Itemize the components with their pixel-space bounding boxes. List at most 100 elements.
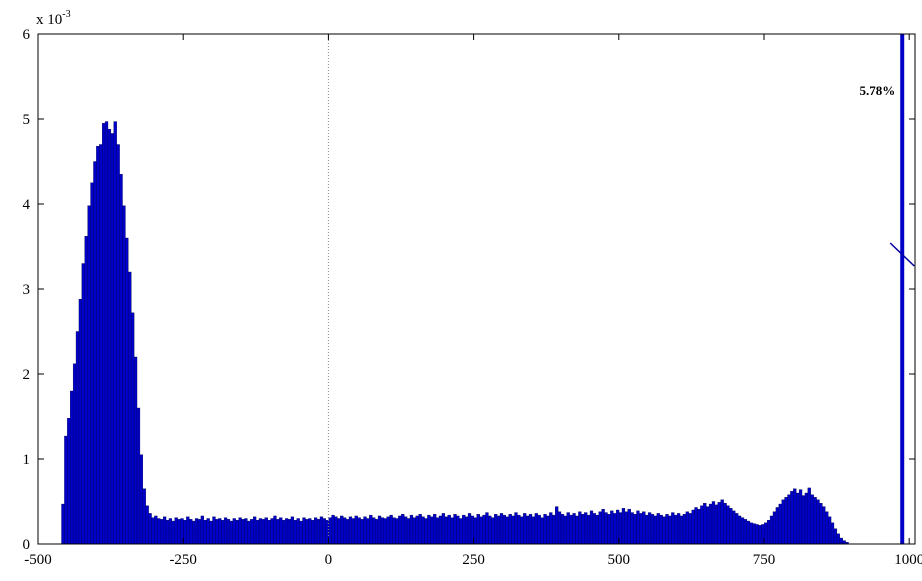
histogram-bar bbox=[464, 516, 469, 545]
histogram-bar bbox=[110, 133, 114, 545]
histogram-bar bbox=[96, 146, 100, 545]
histogram-bar bbox=[816, 499, 820, 545]
histogram-bar bbox=[264, 517, 268, 545]
histogram-bar bbox=[517, 514, 521, 545]
histogram-bar bbox=[653, 515, 658, 545]
histogram-bar bbox=[366, 518, 370, 545]
histogram-bar bbox=[244, 518, 248, 545]
histogram-bar bbox=[839, 537, 843, 545]
histogram-bar bbox=[508, 514, 512, 545]
histogram-bar bbox=[435, 517, 440, 545]
histogram-bar bbox=[784, 497, 788, 545]
histogram-bar bbox=[87, 205, 91, 545]
histogram-bar bbox=[708, 503, 713, 545]
histogram-bar bbox=[566, 512, 570, 545]
histogram-bar bbox=[354, 515, 358, 545]
histogram-bar bbox=[572, 513, 576, 545]
y-tick-label: 4 bbox=[23, 197, 31, 213]
histogram-bar bbox=[223, 517, 228, 545]
histogram-bar bbox=[392, 517, 396, 545]
histogram-bar bbox=[61, 503, 65, 545]
histogram-bar bbox=[93, 161, 97, 545]
histogram-bar bbox=[807, 487, 811, 545]
histogram-bar bbox=[282, 520, 286, 545]
histogram-bar bbox=[499, 513, 504, 545]
histogram-bar bbox=[769, 515, 774, 545]
histogram-bar bbox=[212, 516, 216, 545]
histogram-bar bbox=[494, 514, 498, 545]
histogram-bar bbox=[279, 517, 283, 545]
y-tick-label: 1 bbox=[23, 452, 31, 468]
x-tick-label: 750 bbox=[753, 552, 776, 568]
histogram-bar bbox=[787, 494, 791, 545]
histogram-bar bbox=[729, 508, 733, 545]
y-tick-label: 5 bbox=[23, 112, 31, 128]
histogram-bar bbox=[479, 516, 483, 545]
y-tick-label: 6 bbox=[23, 27, 31, 43]
histogram-bar bbox=[546, 515, 550, 545]
histogram-bar bbox=[714, 504, 718, 545]
histogram-bar bbox=[767, 520, 771, 545]
histogram-bar bbox=[726, 505, 730, 545]
histogram-bar bbox=[253, 516, 257, 545]
histogram-bar bbox=[255, 520, 260, 545]
histogram-bar bbox=[836, 533, 840, 545]
histogram-bar bbox=[447, 514, 451, 545]
y-tick-label: 2 bbox=[23, 367, 31, 383]
plot-background bbox=[38, 34, 915, 544]
histogram-bar bbox=[842, 540, 846, 545]
histogram-bar bbox=[822, 506, 826, 545]
histogram-bar bbox=[151, 517, 155, 545]
histogram-bar bbox=[250, 519, 254, 545]
histogram-bar bbox=[139, 454, 144, 545]
histogram-bar bbox=[534, 513, 538, 545]
histogram-bar bbox=[520, 516, 524, 545]
histogram-bar bbox=[351, 518, 355, 545]
histogram-bar bbox=[441, 513, 446, 545]
histogram-bar bbox=[758, 525, 762, 545]
histogram-bar bbox=[261, 519, 265, 545]
histogram-bar bbox=[258, 518, 263, 545]
histogram-bar bbox=[154, 515, 158, 545]
histogram-bar bbox=[595, 514, 599, 545]
histogram-bar bbox=[827, 516, 832, 545]
histogram-bar bbox=[662, 516, 666, 545]
axis-ticks bbox=[37, 33, 915, 545]
histogram-bar bbox=[555, 506, 559, 545]
histogram-bar bbox=[444, 516, 448, 545]
histogram-bar bbox=[313, 517, 318, 545]
histogram-bar bbox=[563, 515, 567, 545]
histogram-bar bbox=[276, 519, 280, 545]
histogram-bar bbox=[406, 518, 411, 545]
histogram-bar bbox=[221, 520, 225, 545]
histogram-bar bbox=[296, 518, 300, 545]
histogram-bar bbox=[438, 515, 443, 545]
histogram-bar bbox=[642, 511, 646, 545]
histogram-bar bbox=[656, 513, 660, 545]
histogram-bar bbox=[511, 515, 515, 545]
histogram-bar bbox=[485, 512, 489, 545]
histogram-bar bbox=[427, 514, 431, 545]
histogram-bar bbox=[75, 331, 80, 545]
histogram-bar bbox=[177, 519, 181, 545]
histogram-bar bbox=[102, 123, 106, 545]
histogram-bar bbox=[711, 501, 716, 545]
histogram-bar bbox=[337, 518, 341, 545]
histogram-bar bbox=[618, 512, 623, 545]
histogram-bar bbox=[162, 516, 167, 545]
histogram-bar bbox=[676, 513, 681, 545]
histogram-bar bbox=[601, 508, 605, 545]
histogram-bar bbox=[104, 121, 109, 545]
x-tick-label: -500 bbox=[24, 552, 52, 568]
histogram-bar bbox=[645, 514, 649, 545]
histogram-bar bbox=[813, 497, 817, 545]
histogram-bar bbox=[549, 512, 553, 545]
histogram-bar bbox=[131, 312, 135, 545]
histogram-bar bbox=[331, 514, 335, 545]
histogram-bar bbox=[84, 236, 88, 545]
histogram-bar bbox=[308, 518, 312, 545]
axis-break-mark bbox=[889, 242, 915, 267]
histogram-bar bbox=[360, 519, 364, 545]
histogram-bar bbox=[668, 515, 672, 545]
